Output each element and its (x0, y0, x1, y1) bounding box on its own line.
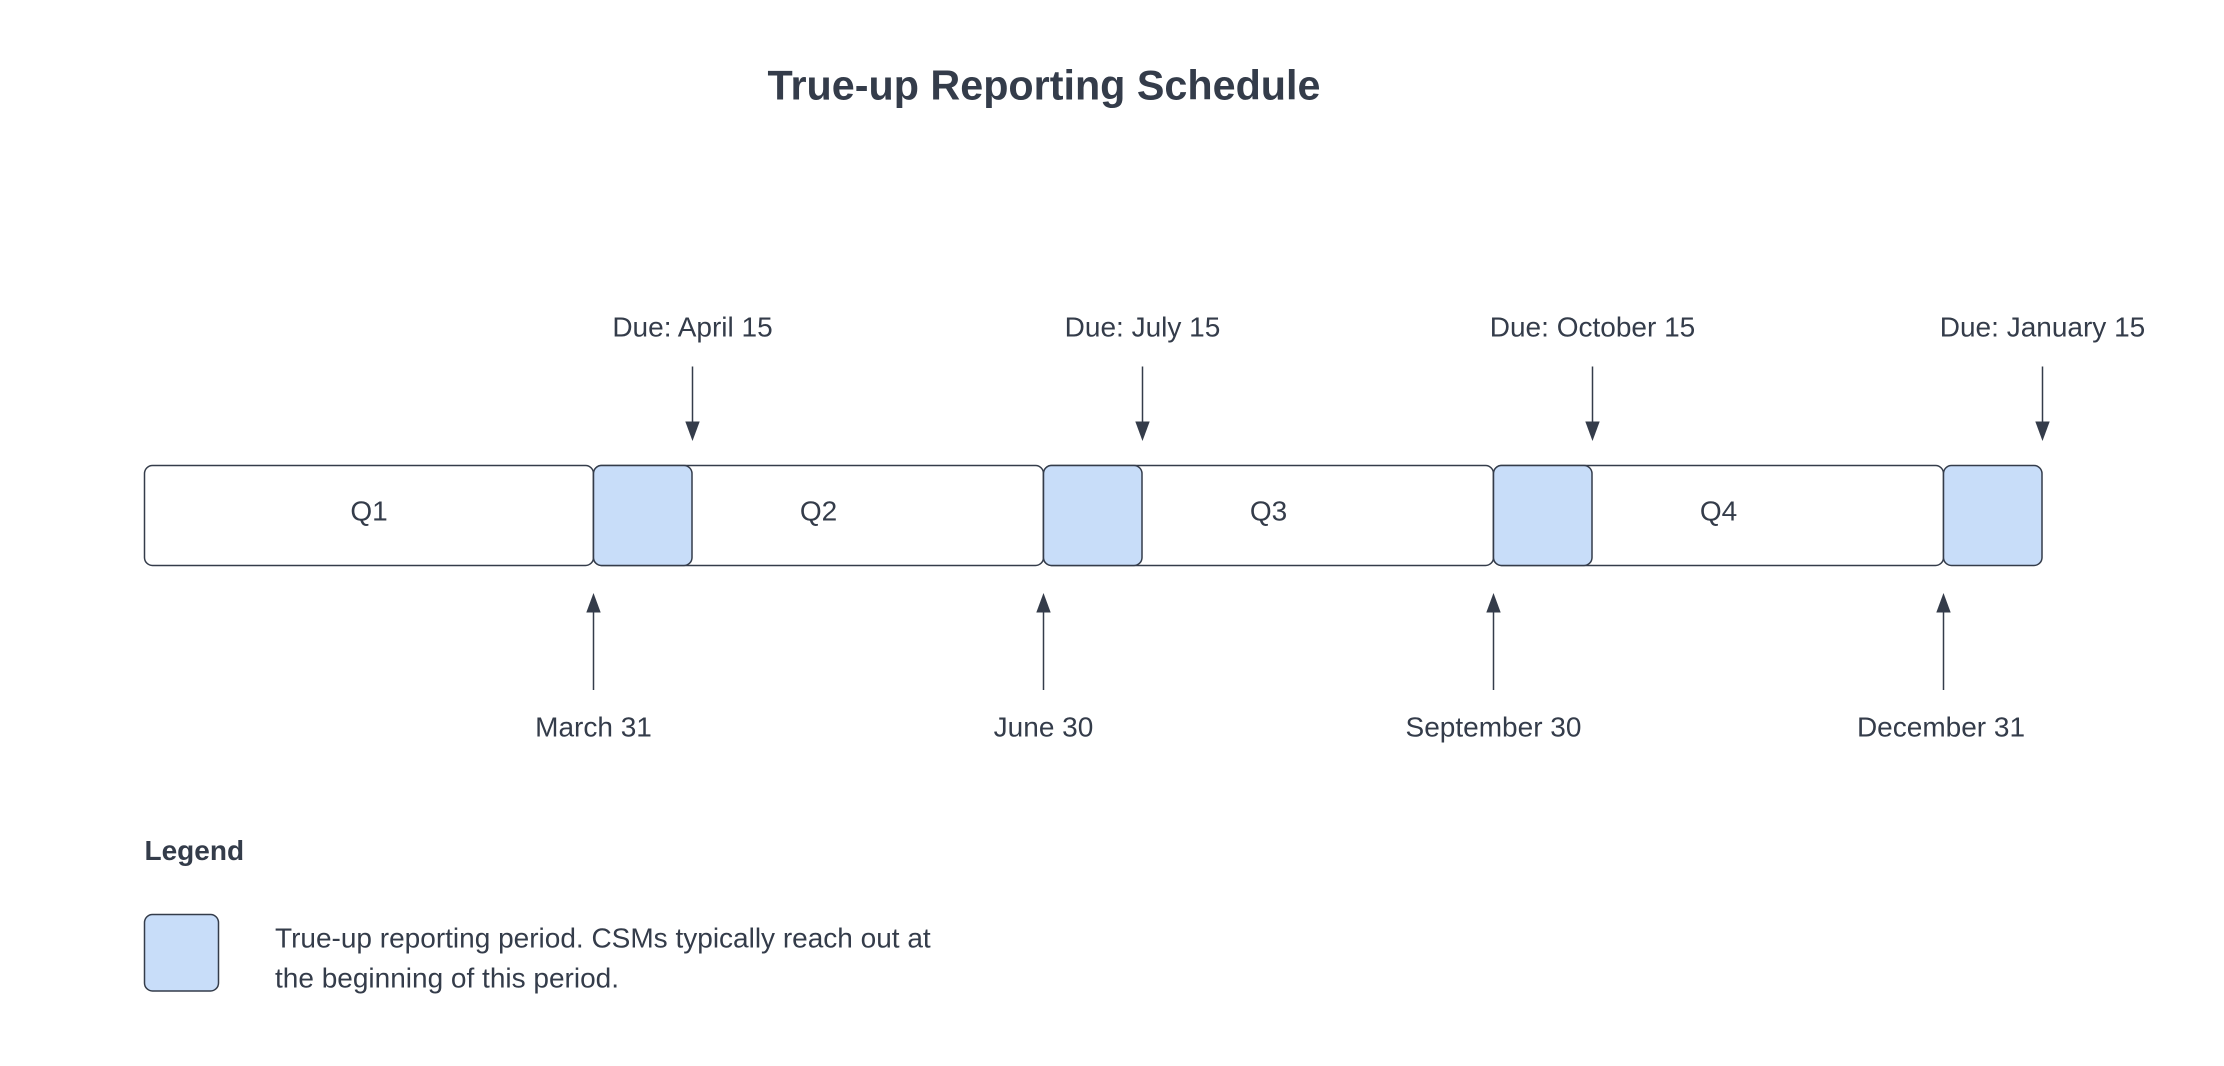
svg-text:True-up Reporting Schedule: True-up Reporting Schedule (768, 62, 1321, 108)
svg-text:June 30: June 30 (994, 712, 1094, 743)
svg-text:the beginning of this period.: the beginning of this period. (275, 962, 619, 993)
svg-text:Due: July 15: Due: July 15 (1065, 312, 1221, 343)
svg-text:Legend: Legend (145, 835, 245, 866)
svg-text:True-up reporting period. CSMs: True-up reporting period. CSMs typically… (275, 922, 931, 953)
svg-text:Q1: Q1 (350, 496, 387, 527)
svg-text:December 31: December 31 (1857, 712, 2025, 743)
svg-text:Due: April 15: Due: April 15 (612, 312, 772, 343)
svg-text:Due: October 15: Due: October 15 (1490, 312, 1695, 343)
svg-text:Q2: Q2 (800, 496, 837, 527)
svg-text:Q3: Q3 (1250, 496, 1287, 527)
svg-text:Due: January 15: Due: January 15 (1940, 312, 2145, 343)
svg-text:September 30: September 30 (1406, 712, 1582, 743)
svg-text:Q4: Q4 (1700, 496, 1737, 527)
svg-text:March 31: March 31 (535, 712, 652, 743)
